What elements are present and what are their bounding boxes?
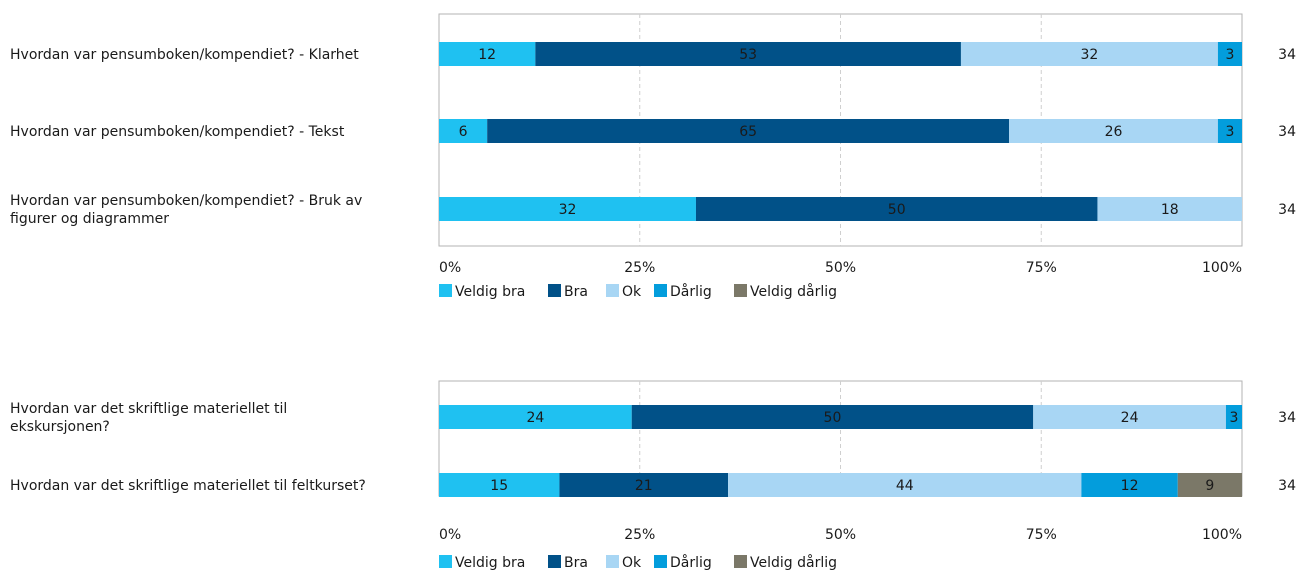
legend-label: Dårlig bbox=[670, 554, 712, 571]
question-label: figurer og diagrammer bbox=[10, 211, 169, 227]
bar-segment bbox=[439, 42, 536, 66]
bar-segment bbox=[487, 119, 1010, 143]
data-label: 44 bbox=[896, 478, 914, 494]
data-label: 26 bbox=[1105, 124, 1123, 140]
x-tick-label: 0% bbox=[439, 260, 461, 276]
bar-segment bbox=[1097, 197, 1242, 221]
bar-segment bbox=[1225, 405, 1242, 429]
legend-swatch bbox=[734, 555, 747, 568]
bar-row: Hvordan var pensumboken/kompendiet? - Te… bbox=[10, 119, 1296, 143]
legend-label: Ok bbox=[622, 555, 642, 571]
data-label: 3 bbox=[1225, 47, 1234, 63]
response-count: 34 bbox=[1278, 478, 1296, 494]
question-label: Hvordan var det skriftlige materiellet t… bbox=[10, 401, 287, 417]
bar-segment bbox=[1177, 473, 1242, 497]
data-label: 12 bbox=[1121, 478, 1139, 494]
data-label: 3 bbox=[1225, 124, 1234, 140]
data-label: 65 bbox=[739, 124, 757, 140]
data-label: 50 bbox=[824, 410, 842, 426]
legend-swatch bbox=[548, 284, 561, 297]
bar-segment bbox=[1009, 119, 1218, 143]
data-label: 32 bbox=[559, 202, 577, 218]
bar-row: Hvordan var det skriftlige materiellet t… bbox=[10, 401, 1296, 435]
legend-label: Veldig dårlig bbox=[750, 554, 837, 571]
bar-segment bbox=[559, 473, 729, 497]
x-tick-label: 50% bbox=[825, 527, 856, 543]
question-label: Hvordan var pensumboken/kompendiet? - Kl… bbox=[10, 47, 359, 63]
legend-swatch bbox=[654, 284, 667, 297]
legend-label: Veldig dårlig bbox=[750, 283, 837, 300]
legend-label: Bra bbox=[564, 284, 588, 300]
x-tick-label: 0% bbox=[439, 527, 461, 543]
bar-segment bbox=[960, 42, 1218, 66]
legend-swatch bbox=[734, 284, 747, 297]
legend-label: Ok bbox=[622, 284, 642, 300]
bar-segment bbox=[439, 405, 632, 429]
response-count: 34 bbox=[1278, 124, 1296, 140]
data-label: 24 bbox=[526, 410, 544, 426]
legend: Veldig bra Bra Ok Dårlig Veldig dårlig bbox=[439, 554, 837, 571]
x-tick-label: 100% bbox=[1202, 260, 1242, 276]
chart-2: Hvordan var det skriftlige materiellet t… bbox=[10, 380, 1296, 571]
legend-swatch bbox=[439, 284, 452, 297]
response-count: 34 bbox=[1278, 410, 1296, 426]
legend-swatch bbox=[548, 555, 561, 568]
legend-swatch bbox=[606, 284, 619, 297]
data-label: 53 bbox=[739, 47, 757, 63]
bar-row: Hvordan var pensumboken/kompendiet? - Br… bbox=[10, 193, 1296, 227]
legend-label: Veldig bra bbox=[455, 284, 525, 300]
data-label: 6 bbox=[459, 124, 468, 140]
bar-segment bbox=[1217, 119, 1242, 143]
data-label: 50 bbox=[888, 202, 906, 218]
legend-swatch bbox=[654, 555, 667, 568]
bar-segment bbox=[1081, 473, 1178, 497]
bar-segment bbox=[535, 42, 961, 66]
bar-segment bbox=[1217, 42, 1242, 66]
question-label: Hvordan var det skriftlige materiellet t… bbox=[10, 478, 366, 494]
x-tick-label: 100% bbox=[1202, 527, 1242, 543]
legend-label: Bra bbox=[564, 555, 588, 571]
x-tick-label: 25% bbox=[624, 527, 655, 543]
data-label: 18 bbox=[1161, 202, 1179, 218]
question-label: ekskursjonen? bbox=[10, 419, 110, 435]
bar-segment bbox=[728, 473, 1082, 497]
bar-row: Hvordan var pensumboken/kompendiet? - Kl… bbox=[10, 42, 1296, 66]
question-label: Hvordan var pensumboken/kompendiet? - Br… bbox=[10, 193, 362, 209]
data-label: 9 bbox=[1205, 478, 1214, 494]
bar-row: Hvordan var det skriftlige materiellet t… bbox=[10, 473, 1296, 497]
legend-label: Dårlig bbox=[670, 283, 712, 300]
legend-label: Veldig bra bbox=[455, 555, 525, 571]
x-tick-label: 50% bbox=[825, 260, 856, 276]
data-label: 32 bbox=[1081, 47, 1099, 63]
chart-1: Hvordan var pensumboken/kompendiet? - Kl… bbox=[10, 13, 1296, 300]
bar-segment bbox=[631, 405, 1034, 429]
data-label: 24 bbox=[1121, 410, 1139, 426]
data-label: 21 bbox=[635, 478, 653, 494]
question-label: Hvordan var pensumboken/kompendiet? - Te… bbox=[10, 124, 345, 140]
data-label: 3 bbox=[1230, 410, 1239, 426]
legend-swatch bbox=[439, 555, 452, 568]
bar-segment bbox=[1033, 405, 1226, 429]
legend-swatch bbox=[606, 555, 619, 568]
bar-segment bbox=[439, 473, 560, 497]
response-count: 34 bbox=[1278, 47, 1296, 63]
x-tick-label: 75% bbox=[1026, 527, 1057, 543]
legend: Veldig bra Bra Ok Dårlig Veldig dårlig bbox=[439, 283, 837, 300]
bar-segment bbox=[439, 119, 488, 143]
data-label: 12 bbox=[478, 47, 496, 63]
bar-segment bbox=[695, 197, 1098, 221]
data-label: 15 bbox=[490, 478, 508, 494]
response-count: 34 bbox=[1278, 202, 1296, 218]
x-tick-label: 75% bbox=[1026, 260, 1057, 276]
bar-segment bbox=[439, 197, 696, 221]
x-tick-label: 25% bbox=[624, 260, 655, 276]
